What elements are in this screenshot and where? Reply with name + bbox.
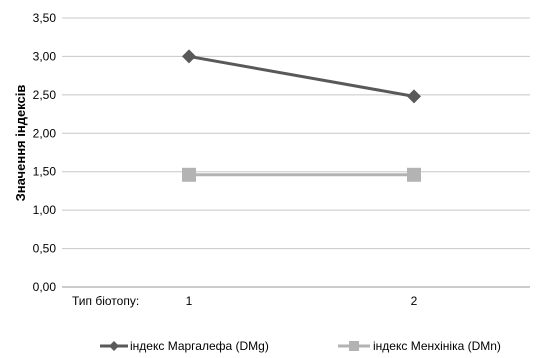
series-line [188,54,415,98]
y-tick-label: 3,50 [33,11,57,25]
series-group [182,49,421,182]
y-tick-label: 0,00 [33,280,57,294]
y-axis-ticks: 0,00 0,50 1,00 1,50 2,00 2,50 3,00 3,50 [33,11,57,294]
y-tick-label: 0,50 [33,242,57,256]
data-point [407,89,421,104]
legend-label: індекс Менхініка (DMn) [373,339,501,353]
y-tick-label: 1,00 [33,203,57,217]
x-tick-label: 1 [186,294,193,308]
legend-marker [109,341,119,351]
legend-label: індекс Маргалефа (DMg) [130,339,269,353]
y-tick-label: 2,50 [33,88,57,102]
data-point [182,167,196,182]
gridlines [62,17,530,288]
data-point [182,49,196,64]
x-axis-prefix-label: Тип біотопу: [72,294,139,308]
legend: індекс Маргалефа (DMg) індекс Менхініка (… [100,339,501,353]
y-tick-label: 2,00 [33,126,57,140]
data-point [407,167,421,182]
x-tick-label: 2 [411,294,418,308]
y-tick-label: 1,50 [33,165,57,179]
y-axis-title: Значення індексів [13,85,28,202]
legend-marker [349,341,359,351]
y-tick-label: 3,00 [33,49,57,63]
